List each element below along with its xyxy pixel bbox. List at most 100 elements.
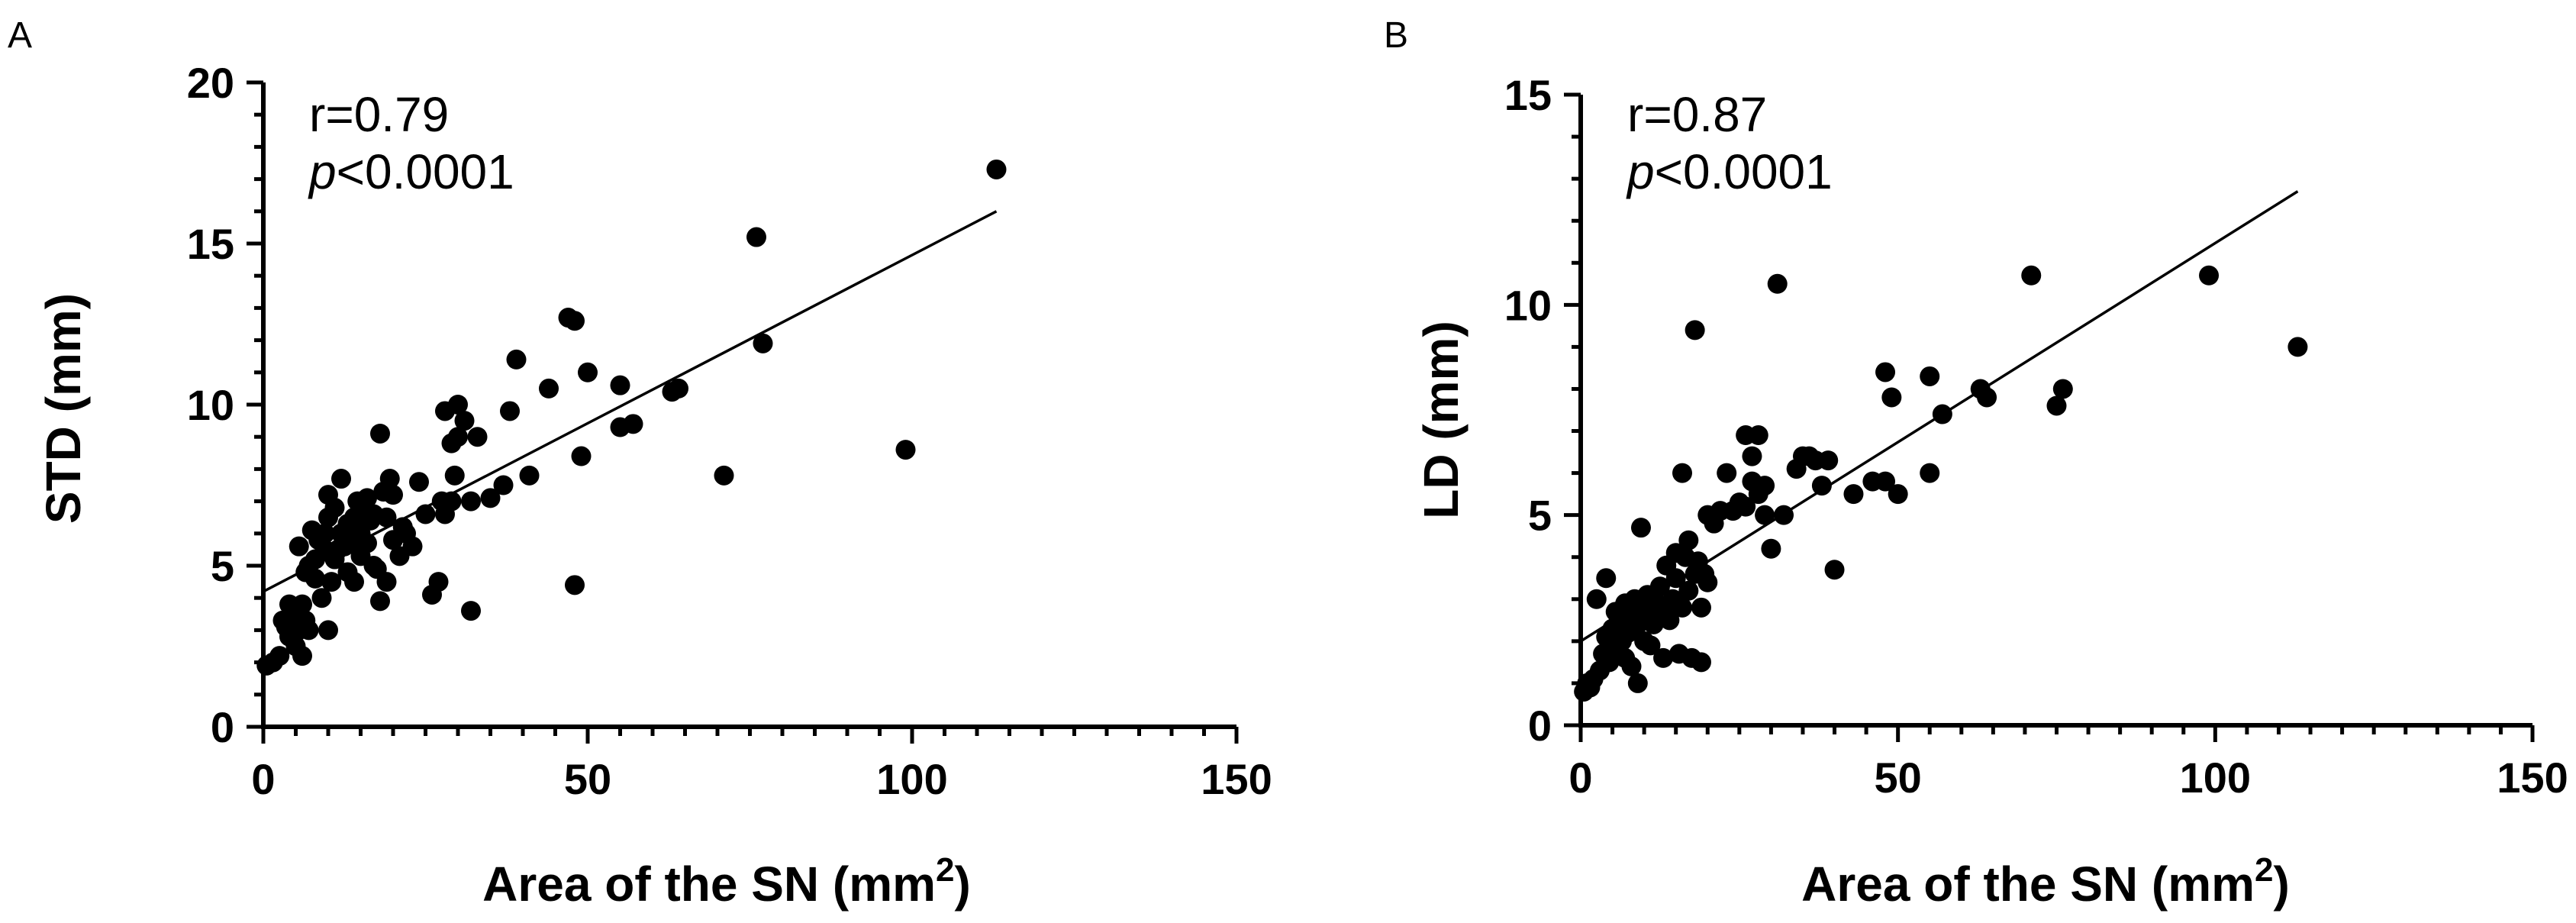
panel-b-data-point [1697,572,1718,592]
panel-b-p-symbol: p [1626,144,1655,199]
panel-b-data-point [1818,450,1839,471]
panel-b: B r=0.87 p<0.0001 LD (mm) Area of the SN… [1384,15,2290,912]
panel-a-x-tick-label: 100 [876,755,947,803]
panel-b-data-point [1920,463,1940,483]
panel-a-data-point [402,536,423,557]
panel-a-x-tick-label: 50 [564,755,611,803]
panel-b-data-point [2052,379,2073,399]
panel-a-data-point [467,427,488,447]
panel-b-data-point [2046,395,2067,416]
panel-a-data-point [565,575,585,595]
panel-b-letter: B [1384,15,1408,56]
panel-b-data-point [2199,265,2220,286]
panel-b-data-point [1920,366,1940,386]
panel-a-data-point [444,465,465,486]
panel-b-data-point [2287,337,2308,357]
panel-b-data-point [1653,647,1674,668]
panel-b-data-point [1875,471,1896,492]
panel-a-data-point [292,646,312,666]
panel-b-data-point [1678,580,1699,601]
panel-a-data-point [714,465,734,486]
panel-a-p-number: <0.0001 [337,144,514,199]
panel-a-data-point [578,362,598,382]
panel-a-data-point [480,488,501,508]
panel-a-x-tick-label: 0 [251,755,275,803]
panel-b-data-point [1811,476,1832,496]
panel-b-data-point [1717,463,1737,483]
panel-b-data-point [1824,560,1845,580]
panel-a-data-point [623,414,643,434]
panel-a-data-point [383,485,403,505]
panel-a-data-point [746,227,766,247]
panel-a-data-point [311,588,332,608]
panel-b-p-number: <0.0001 [1655,144,1833,199]
panel-b-data-point [1774,505,1794,525]
panel-a-data-point [571,446,592,466]
panel-b-y-tick-label: 15 [1504,71,1552,119]
panel-a-data-point [753,333,773,353]
panel-b-data-point [1761,538,1781,559]
panel-b-x-axis-title-close: ) [2274,857,2290,912]
panel-b-data-point [1881,387,1902,408]
panel-a-data-point [506,349,527,370]
panel-a-data-point [357,533,377,553]
panel-b-y-tick-label: 0 [1528,702,1552,750]
panel-a-data-point [321,572,342,592]
panel-a-data-point [379,469,400,489]
panel-a-data-point [428,572,449,592]
panel-b-data-point [1672,597,1693,618]
panel-b-y-tick-label: 10 [1504,281,1552,329]
panel-a-data-point [314,523,335,544]
panel-a-x-axis-title-superscript: 2 [936,851,954,889]
panel-a-data-point [376,507,397,528]
panel-b-data-point [1767,273,1788,294]
panel-a-data-point [539,378,559,399]
panel-b-data-point [2021,265,2042,286]
panel-a-data-point [357,488,377,508]
panel-b-data-point [1691,597,1711,618]
panel-a-data-point [305,568,325,589]
panel-b-x-tick-label: 0 [1568,754,1592,802]
panel-a-data-point [370,591,390,612]
panel-b-data-point [1649,576,1670,597]
panel-a-data-point [454,411,475,431]
panel-a-y-tick-label: 15 [187,220,234,268]
panel-a-data-point [448,395,468,415]
panel-b-data-point [1640,635,1661,656]
panel-a-marks: 0 50 100 150 0 5 10 15 20 [187,59,1272,803]
panel-b-data-point [1621,656,1642,676]
panel-a-p-value: p<0.0001 [308,144,514,199]
panel-b-y-tick-label: 5 [1528,492,1552,540]
panel-a-letter: A [8,15,32,56]
panel-b-data-point [1755,505,1775,525]
panel-b-data-point [1630,518,1651,538]
panel-b-data-point [1659,610,1680,631]
panel-b-data-point [1888,484,1908,505]
panel-b-data-point [1748,425,1768,446]
panel-b-x-axis-title-text: Area of the SN (mm [1801,857,2255,912]
panel-a-data-point [331,469,351,489]
panel-b-data-point [1672,463,1693,483]
panel-b-data-point [1742,446,1762,466]
panel-b-r-value: r=0.87 [1627,87,1767,142]
panel-a-y-tick-label: 20 [187,59,234,107]
panel-b-x-tick-label: 50 [1875,754,1922,802]
panel-a-x-axis-title-close: ) [955,857,971,912]
panel-a-data-point [344,572,364,592]
panel-a-data-point [610,375,630,395]
panel-a-x-axis-title-text: Area of the SN (mm [482,857,936,912]
panel-a-data-point [986,159,1007,179]
panel-a-y-axis-title: STD (mm) [36,293,91,524]
panel-b-data-point [1932,404,1952,424]
panel-b-data-point [1665,568,1686,589]
panel-a: A r=0.79 p<0.0001 STD (mm) Area of the S… [8,15,971,912]
panel-b-data-point [1691,652,1711,673]
panel-a-data-point [895,440,916,460]
panel-a-data-point [370,423,390,444]
panel-b-data-point [1685,320,1705,340]
panel-a-data-point [448,427,468,447]
panel-b-data-point [1977,387,1997,408]
panel-a-regression-line [263,210,998,593]
panel-b-p-value: p<0.0001 [1626,144,1833,199]
